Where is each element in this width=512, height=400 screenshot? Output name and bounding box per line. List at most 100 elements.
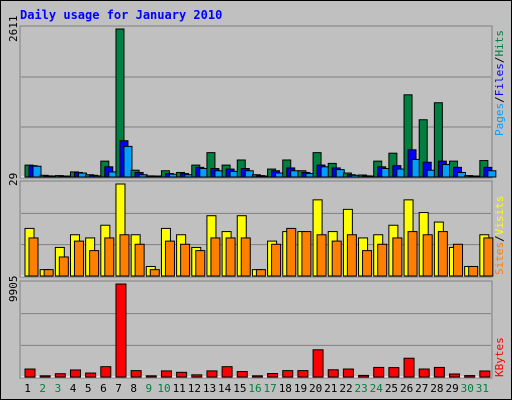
day-label-21: 21 bbox=[324, 382, 337, 395]
day-label-7: 7 bbox=[115, 382, 122, 395]
day-label-18: 18 bbox=[279, 382, 292, 395]
bar-sites-day-9 bbox=[149, 269, 160, 277]
bar-pages-day-15 bbox=[244, 170, 254, 178]
bar-kbytes-day-7 bbox=[115, 283, 127, 378]
bar-kbytes-day-3 bbox=[54, 373, 66, 378]
bar-sites-day-23 bbox=[362, 250, 373, 277]
legend-separator: / bbox=[493, 96, 506, 103]
bar-sites-day-26 bbox=[407, 231, 418, 277]
bar-sites-day-28 bbox=[437, 231, 448, 277]
bar-sites-day-6 bbox=[104, 237, 115, 277]
day-label-27: 27 bbox=[415, 382, 428, 395]
legend-kbytes: KBytes bbox=[493, 337, 506, 377]
bar-kbytes-day-24 bbox=[373, 366, 385, 378]
bar-sites-day-15 bbox=[240, 237, 251, 277]
bar-kbytes-day-10 bbox=[160, 370, 172, 378]
bar-kbytes-day-17 bbox=[267, 373, 279, 378]
bar-kbytes-day-12 bbox=[191, 374, 203, 378]
bar-sites-day-13 bbox=[210, 237, 221, 277]
day-label-12: 12 bbox=[188, 382, 201, 395]
day-label-2: 2 bbox=[39, 382, 46, 395]
chart-title: Daily usage for January 2010 bbox=[20, 8, 222, 22]
bar-sites-day-1 bbox=[28, 237, 39, 277]
bar-kbytes-day-8 bbox=[130, 370, 142, 378]
bar-sites-day-31 bbox=[483, 237, 494, 277]
bar-kbytes-day-2 bbox=[39, 375, 51, 378]
day-label-31: 31 bbox=[476, 382, 489, 395]
legend-hits: Pages/Files/Hits bbox=[493, 30, 506, 136]
bar-sites-day-16 bbox=[255, 269, 266, 277]
panel-kbytes bbox=[19, 280, 493, 379]
legend-visits: Sites/Visits bbox=[493, 196, 506, 276]
bar-sites-day-11 bbox=[180, 243, 191, 277]
bar-pages-day-1 bbox=[32, 165, 42, 178]
day-label-16: 16 bbox=[248, 382, 261, 395]
bar-kbytes-day-21 bbox=[327, 369, 339, 378]
bar-sites-day-17 bbox=[271, 243, 282, 277]
legend-hits-label: Hits bbox=[493, 30, 506, 57]
bar-sites-day-19 bbox=[301, 231, 312, 277]
bar-kbytes-day-18 bbox=[282, 370, 294, 378]
bar-sites-day-27 bbox=[422, 234, 433, 277]
day-label-30: 30 bbox=[461, 382, 474, 395]
bar-sites-day-18 bbox=[286, 227, 297, 277]
bar-sites-day-8 bbox=[134, 243, 145, 277]
bar-kbytes-day-1 bbox=[24, 368, 36, 378]
bar-kbytes-day-4 bbox=[69, 369, 81, 378]
scale-label-hits: 2611 bbox=[7, 16, 20, 43]
day-label-29: 29 bbox=[445, 382, 458, 395]
day-label-17: 17 bbox=[264, 382, 277, 395]
bar-kbytes-day-11 bbox=[176, 371, 188, 378]
legend-visits-label: Visits bbox=[493, 196, 506, 236]
bar-kbytes-day-5 bbox=[85, 372, 97, 378]
legend-separator: / bbox=[493, 235, 506, 242]
legend-sites: Sites bbox=[493, 242, 506, 275]
day-label-10: 10 bbox=[157, 382, 170, 395]
bar-pages-day-31 bbox=[487, 170, 497, 178]
day-label-5: 5 bbox=[85, 382, 92, 395]
bar-kbytes-day-29 bbox=[449, 373, 461, 378]
day-label-19: 19 bbox=[294, 382, 307, 395]
day-label-22: 22 bbox=[339, 382, 352, 395]
bar-sites-day-5 bbox=[89, 250, 100, 277]
bar-pages-day-29 bbox=[457, 171, 467, 178]
bar-kbytes-day-25 bbox=[388, 367, 400, 378]
day-label-6: 6 bbox=[100, 382, 107, 395]
bar-sites-day-30 bbox=[468, 265, 479, 277]
day-label-13: 13 bbox=[203, 382, 216, 395]
day-label-3: 3 bbox=[55, 382, 62, 395]
legend-files: Files bbox=[493, 63, 506, 96]
bar-sites-day-4 bbox=[73, 240, 84, 277]
day-label-25: 25 bbox=[385, 382, 398, 395]
bar-sites-day-2 bbox=[43, 269, 54, 277]
day-label-14: 14 bbox=[218, 382, 232, 395]
day-label-4: 4 bbox=[70, 382, 77, 395]
day-label-15: 15 bbox=[233, 382, 246, 395]
bar-sites-day-12 bbox=[195, 250, 206, 277]
bar-kbytes-day-27 bbox=[418, 368, 430, 378]
scale-label-kbytes: 9905 bbox=[7, 276, 20, 303]
bar-sites-day-25 bbox=[392, 237, 403, 277]
bar-sites-day-21 bbox=[331, 240, 342, 277]
day-label-1: 1 bbox=[24, 382, 31, 395]
day-label-9: 9 bbox=[146, 382, 153, 395]
bar-kbytes-day-13 bbox=[206, 370, 218, 378]
bar-sites-day-7 bbox=[119, 234, 130, 277]
day-label-20: 20 bbox=[309, 382, 322, 395]
bar-sites-day-22 bbox=[346, 234, 357, 277]
bar-kbytes-day-16 bbox=[251, 375, 263, 378]
bar-kbytes-day-26 bbox=[403, 357, 415, 378]
day-label-23: 23 bbox=[355, 382, 368, 395]
bar-sites-day-14 bbox=[225, 237, 236, 277]
bar-kbytes-day-22 bbox=[342, 368, 354, 378]
bar-kbytes-day-31 bbox=[479, 370, 491, 378]
legend-kbytes-label: KBytes bbox=[493, 337, 506, 377]
bar-kbytes-day-20 bbox=[312, 349, 324, 378]
day-label-28: 28 bbox=[430, 382, 443, 395]
bar-kbytes-day-23 bbox=[358, 374, 370, 378]
day-label-11: 11 bbox=[173, 382, 186, 395]
bar-kbytes-day-6 bbox=[100, 366, 112, 378]
scale-label-visits: 29 bbox=[7, 173, 20, 186]
bar-kbytes-day-15 bbox=[236, 371, 248, 378]
